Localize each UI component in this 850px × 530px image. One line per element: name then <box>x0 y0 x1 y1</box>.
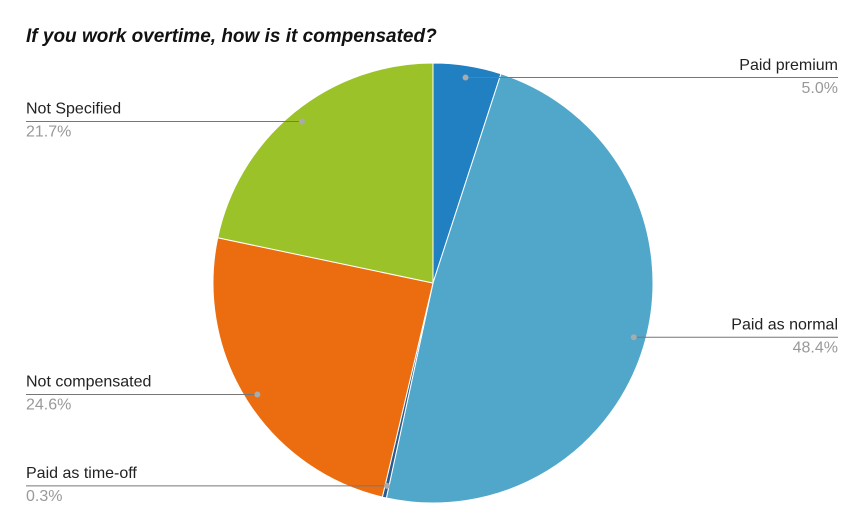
slice-value-label: 5.0% <box>802 80 838 97</box>
slice-label: Not Specified <box>26 101 121 118</box>
pie-slice <box>212 237 434 498</box>
slice-label: Paid as normal <box>731 316 838 333</box>
slice-value-label: 24.6% <box>26 397 71 414</box>
slice-label: Not compensated <box>26 374 151 391</box>
leader-dot <box>254 391 261 398</box>
pie-slice <box>217 62 434 284</box>
leader-dot <box>462 74 469 81</box>
leader-dot <box>298 118 305 125</box>
slice-label: Paid as time-off <box>26 465 137 482</box>
leader-dot <box>383 482 390 489</box>
slice-label: Paid premium <box>739 57 838 74</box>
slice-value-label: 21.7% <box>26 124 71 141</box>
slice-value-label: 0.3% <box>26 488 62 505</box>
pie-slice <box>385 73 654 504</box>
slice-value-label: 48.4% <box>793 339 838 356</box>
chart-title: If you work overtime, how is it compensa… <box>26 26 437 47</box>
leader-dot <box>630 334 637 341</box>
